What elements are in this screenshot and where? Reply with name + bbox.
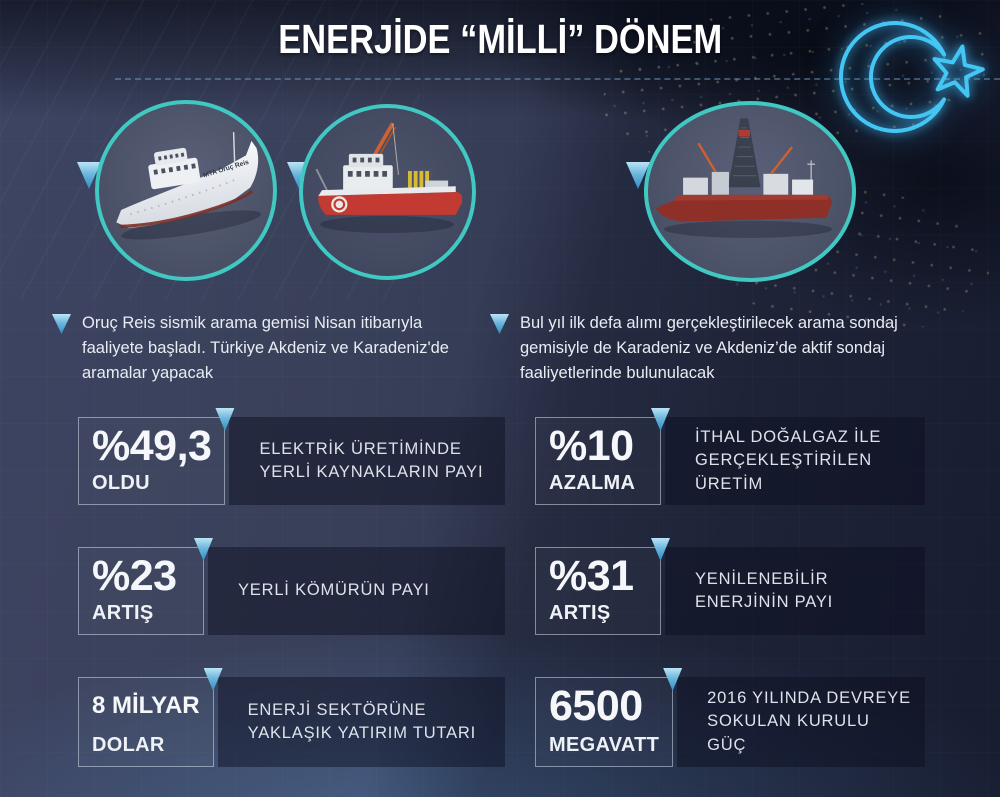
stat-value: %31 [549, 552, 634, 600]
stat-description: YERLİ KÖMÜRÜN PAYI [208, 547, 505, 635]
bullet-text: Bul yıl ilk defa alımı gerçekleştirilece… [520, 314, 898, 383]
stat-description: İTHAL DOĞALGAZ İLE GERÇEKLEŞTİRİLEN ÜRET… [665, 417, 925, 505]
stat-block-yenilenebilir: %31 ARTIŞ YENİLENEBİLİR ENERJİNİN PAYI [535, 538, 925, 635]
stat-description: ENERJİ SEKTÖRÜNE YAKLAŞIK YATIRIM TUTARI [217, 677, 505, 767]
photo-circle-drill-support-vessel [299, 104, 476, 280]
photo-circle-oruc-reis: MTA Oruç Reis [95, 100, 277, 281]
stat-block-kurulu-guc: 6500 MEGAVATT 2016 YILINDA DEVREYE SOKUL… [535, 668, 925, 767]
stat-value-box: %10 AZALMA [535, 408, 670, 505]
stat-value: %49,3 [92, 422, 212, 470]
stat-value-box: 8 MİLYAR DOLAR [78, 668, 223, 767]
bullet-triangle-icon [490, 314, 509, 334]
stat-block-yerli-komur: %23 ARTIŞ YERLİ KÖMÜRÜN PAYI [78, 538, 505, 635]
stat-value: 8 MİLYAR [92, 692, 200, 719]
divider-dashed-line [115, 78, 1000, 80]
photo-circle-drillship [644, 101, 856, 282]
stat-value: 6500 [549, 682, 643, 730]
stat-change-label: ARTIŞ [92, 602, 154, 624]
drill-support-ship-illustration [315, 122, 463, 234]
stat-change-label: OLDU [92, 472, 150, 494]
stat-value-box: %49,3 OLDU [78, 408, 235, 505]
stat-change-label: AZALMA [549, 472, 636, 494]
stat-description: YENİLENEBİLİR ENERJİNİN PAYI [665, 547, 925, 635]
bullet-sondaj: Bul yıl ilk defa alımı gerçekleştirilece… [490, 311, 954, 386]
stat-value: %23 [92, 552, 177, 600]
stat-block-ithal-dogalgaz: %10 AZALMA İTHAL DOĞALGAZ İLE GERÇEKLEŞT… [535, 408, 925, 505]
stat-change-label: MEGAVATT [549, 734, 660, 756]
bullet-oruc-reis: Oruç Reis sismik arama gemisi Nisan itib… [52, 311, 464, 386]
stat-change-label: DOLAR [92, 734, 165, 756]
stat-value-box: 6500 MEGAVATT [535, 668, 683, 767]
bullet-text: Oruç Reis sismik arama gemisi Nisan itib… [82, 314, 449, 383]
crescent-star-icon [838, 21, 985, 133]
stat-value: %10 [549, 422, 634, 470]
stat-description: 2016 YILINDA DEVREYE SOKULAN KURULU GÜÇ [677, 677, 925, 767]
header: ENERJİDE “MİLLİ” DÖNEM [0, 16, 1000, 63]
stat-change-label: ARTIŞ [549, 602, 611, 624]
drillship-illustration [656, 118, 833, 238]
bullet-triangle-icon [52, 314, 71, 334]
seismic-ship-illustration: MTA Oruç Reis [116, 132, 262, 240]
stat-value-box: %23 ARTIŞ [78, 538, 213, 635]
stat-value-box: %31 ARTIŞ [535, 538, 670, 635]
stat-description: ELEKTRİK ÜRETİMİNDE YERLİ KAYNAKLARIN PA… [229, 417, 505, 505]
stat-block-yerli-kaynak: %49,3 OLDU ELEKTRİK ÜRETİMİNDE YERLİ KAY… [78, 408, 505, 505]
stat-block-yatirim: 8 MİLYAR DOLAR ENERJİ SEKTÖRÜNE YAKLAŞIK… [78, 668, 505, 767]
page-title: ENERJİDE “MİLLİ” DÖNEM [278, 16, 722, 62]
stats-grid: %49,3 OLDU ELEKTRİK ÜRETİMİNDE YERLİ KAY… [78, 408, 925, 767]
